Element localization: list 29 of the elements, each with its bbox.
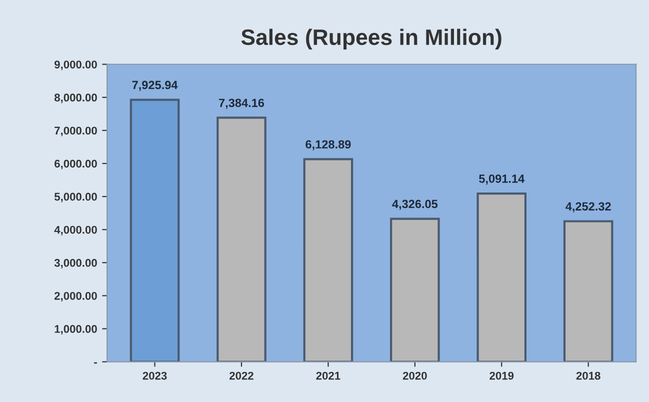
- x-tick-label: 2023: [142, 372, 167, 380]
- data-label: 7,925.94: [132, 80, 178, 91]
- data-label: 6,128.89: [306, 140, 351, 150]
- bar: [216, 116, 266, 362]
- data-label: 4,252.32: [566, 202, 611, 212]
- y-tick-label: 7,000.00: [54, 126, 97, 136]
- data-label: 4,326.05: [392, 200, 438, 210]
- x-tick-label: 2019: [490, 372, 514, 380]
- y-tick-label: 1,000.00: [54, 325, 97, 334]
- bar: [303, 158, 354, 362]
- x-tick-label: 2021: [316, 372, 340, 380]
- x-tick-label: 2020: [402, 372, 427, 380]
- y-tick-label: 9,000.00: [54, 60, 97, 70]
- bar: [563, 220, 614, 362]
- x-tick-label: 2022: [230, 372, 254, 380]
- y-tick-label: 3,000.00: [54, 258, 97, 268]
- chart-title: Sales (Rupees in Million): [241, 28, 502, 50]
- x-tick-label: 2018: [576, 372, 600, 380]
- data-label: 7,384.16: [219, 98, 264, 109]
- y-tick-label: 8,000.00: [54, 94, 97, 104]
- bar: [476, 192, 527, 362]
- bar: [130, 98, 180, 362]
- y-tick-label: 2,000.00: [54, 292, 97, 302]
- bar: [390, 218, 440, 362]
- y-tick-label: -: [94, 362, 97, 364]
- y-tick-label: 4,000.00: [54, 226, 97, 236]
- data-label: 5,091.14: [479, 174, 525, 185]
- y-tick-label: 5,000.00: [54, 192, 97, 202]
- y-tick-label: 6,000.00: [54, 160, 97, 170]
